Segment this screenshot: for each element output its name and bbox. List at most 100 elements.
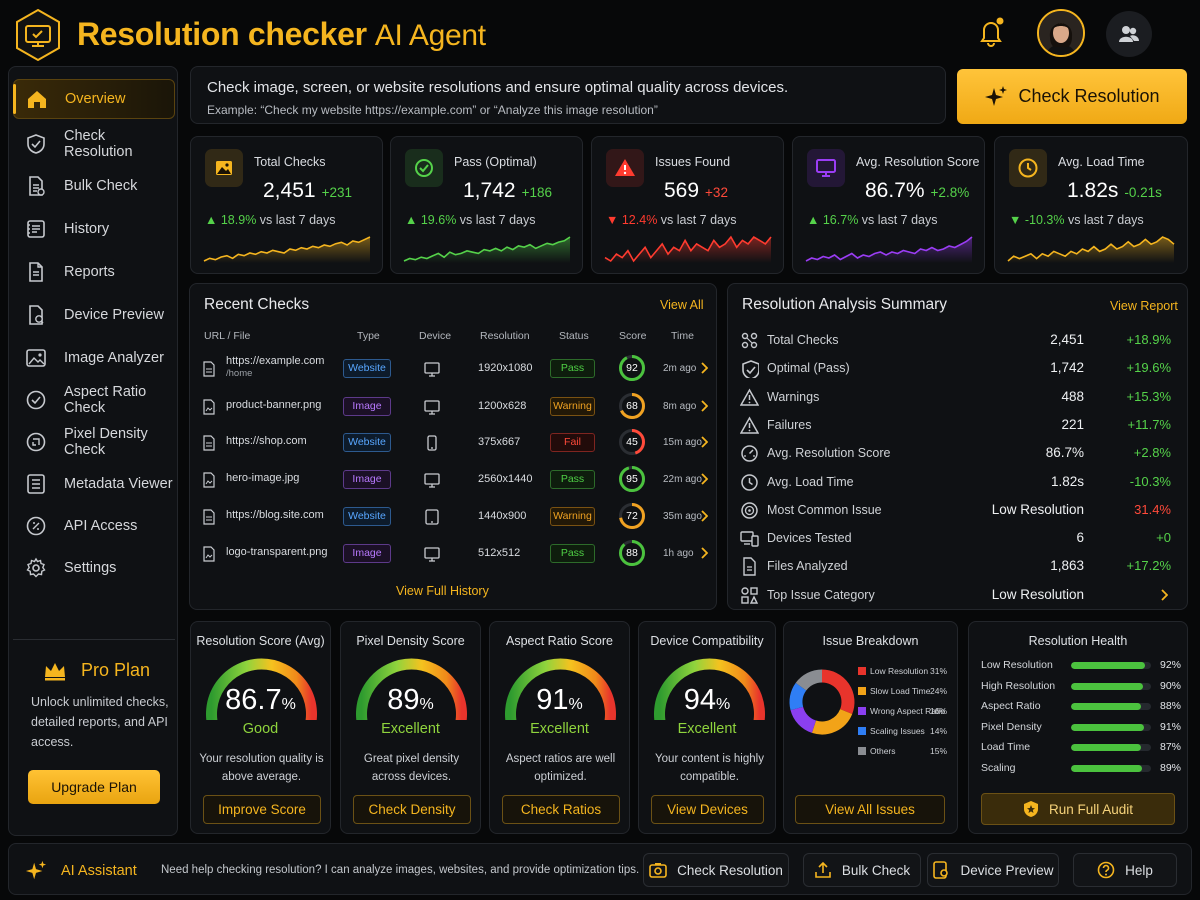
view-all-issues-button[interactable]: View All Issues xyxy=(795,795,945,824)
sidebar-item-check-resolution[interactable]: Check Resolution xyxy=(13,124,175,164)
recent-checks-title: Recent Checks xyxy=(204,296,310,313)
footer-check-resolution-button[interactable]: Check Resolution xyxy=(643,853,789,887)
stat-trend: ▲ 16.7% vs last 7 days xyxy=(807,213,938,227)
row-url[interactable]: https://blog.site.com xyxy=(226,509,324,521)
table-header-device: Device xyxy=(419,330,452,342)
stat-trend-suffix: vs last 7 days xyxy=(1064,213,1144,227)
legend-label: Slow Load Time xyxy=(870,686,931,696)
type-badge: Website xyxy=(343,433,391,452)
summary-value: 221 xyxy=(1061,416,1084,432)
row-url[interactable]: product-banner.png xyxy=(226,399,321,411)
footer-help-button[interactable]: Help xyxy=(1073,853,1177,887)
chevron-right-icon[interactable] xyxy=(700,436,708,448)
metadata-icon xyxy=(27,474,45,494)
sidebar-item-reports[interactable]: Reports xyxy=(13,252,175,292)
row-url[interactable]: logo-transparent.png xyxy=(226,546,328,558)
sidebar-item-metadata-viewer[interactable]: Metadata Viewer xyxy=(13,464,175,504)
sidebar-item-api-access[interactable]: API Access xyxy=(13,506,175,546)
chevron-right-icon[interactable] xyxy=(700,400,708,412)
upload-icon xyxy=(815,861,831,878)
status-badge: Fail xyxy=(550,433,595,452)
users-icon[interactable] xyxy=(1106,11,1152,57)
legend-percent: 24% xyxy=(929,686,947,696)
table-row[interactable]: https://example.com/home Website 1920x1080… xyxy=(190,351,718,387)
sidebar-item-bulk-check[interactable]: Bulk Check xyxy=(13,166,175,206)
sidebar-item-aspect-ratio-check[interactable]: Aspect Ratio Check xyxy=(13,380,175,420)
legend-swatch xyxy=(858,707,866,715)
row-url[interactable]: https://example.com/home xyxy=(226,355,324,379)
issue-legend-item: Others 15% xyxy=(858,746,953,758)
table-row[interactable]: https://shop.com Website 375x667 Fail 45 15m … xyxy=(190,425,718,461)
chevron-right-icon[interactable] xyxy=(700,362,708,374)
donut-slice-slow-load-time xyxy=(811,708,853,735)
row-url[interactable]: hero-image.jpg xyxy=(226,472,299,484)
legend-label: Low Resolution xyxy=(870,666,929,676)
footer-device-preview-button[interactable]: Device Preview xyxy=(927,853,1059,887)
logo-monitor-icon xyxy=(14,8,62,62)
table-header-score: Score xyxy=(619,330,647,342)
chevron-right-icon[interactable] xyxy=(700,510,708,522)
gauge-icon xyxy=(741,445,758,462)
gauge-action-button[interactable]: Check Density xyxy=(353,795,471,824)
footer-bulk-check-button[interactable]: Bulk Check xyxy=(803,853,921,887)
health-row: High Resolution 90% xyxy=(981,679,1181,695)
gauge-action-button[interactable]: Check Ratios xyxy=(502,795,620,824)
health-row: Load Time 87% xyxy=(981,740,1181,756)
check-stat-icon xyxy=(405,149,443,187)
sidebar-item-pixel-density-check[interactable]: Pixel Density Check xyxy=(13,422,175,462)
stat-label: Pass (Optimal) xyxy=(454,155,537,169)
row-url[interactable]: https://shop.com xyxy=(226,435,307,447)
health-row: Low Resolution 92% xyxy=(981,658,1181,674)
notification-bell-icon[interactable] xyxy=(976,16,1006,48)
report-icon xyxy=(29,262,43,282)
arrow-up-icon: ▲ xyxy=(807,213,823,227)
summary-label: Avg. Resolution Score xyxy=(767,446,891,461)
app-subtitle: AI Agent xyxy=(374,19,486,52)
table-row[interactable]: https://blog.site.com Website 1440x900 Warn… xyxy=(190,499,718,535)
table-row[interactable]: hero-image.jpg Image 2560x1440 Pass 95 22m ag… xyxy=(190,462,718,498)
run-full-audit-button[interactable]: Run Full Audit xyxy=(981,793,1175,825)
sidebar-item-overview[interactable]: Overview xyxy=(13,79,175,119)
gauge-arc xyxy=(654,658,765,720)
donut-slice-scaling-issues xyxy=(789,682,807,711)
row-resolution: 1920x1080 xyxy=(478,362,533,374)
sidebar-item-device-preview[interactable]: Device Preview xyxy=(13,295,175,335)
gauge-action-button[interactable]: Improve Score xyxy=(203,795,321,824)
table-row[interactable]: logo-transparent.png Image 512x512 Pass 88 1h… xyxy=(190,536,718,572)
stat-trend: ▲ 19.6% vs last 7 days xyxy=(405,213,536,227)
sidebar-item-settings[interactable]: Settings xyxy=(13,548,175,588)
gauge-value-number: 91 xyxy=(536,684,569,716)
tablet-icon xyxy=(425,509,439,525)
api-icon xyxy=(26,516,46,536)
ai-assistant-bar: AI Assistant Need help checking resoluti… xyxy=(8,843,1192,895)
chevron-right-icon[interactable] xyxy=(700,547,708,559)
desktop-icon xyxy=(424,400,440,415)
health-percent: 88% xyxy=(1159,700,1181,712)
chevron-right-icon[interactable] xyxy=(700,473,708,485)
view-all-link[interactable]: View All xyxy=(660,298,704,312)
run-full-audit-label: Run Full Audit xyxy=(1048,801,1134,817)
gauge-rating: Excellent xyxy=(677,721,737,737)
health-row: Aspect Ratio 88% xyxy=(981,699,1181,715)
health-bar-fill xyxy=(1071,703,1142,710)
user-avatar[interactable] xyxy=(1037,9,1085,57)
stat-value: 86.7% +2.8% xyxy=(865,179,969,203)
gauge-action-button[interactable]: View Devices xyxy=(651,795,764,824)
gauge-value: 91% xyxy=(490,684,629,717)
table-row[interactable]: product-banner.png Image 1200x628 Warning 68… xyxy=(190,389,718,425)
stat-value: 2,451 +231 xyxy=(263,179,352,203)
view-full-history-link[interactable]: View Full History xyxy=(396,584,489,598)
summary-value: 86.7% xyxy=(1045,445,1084,461)
sidebar-item-label: Bulk Check xyxy=(64,178,138,194)
view-report-link[interactable]: View Report xyxy=(1110,299,1178,313)
upgrade-plan-button[interactable]: Upgrade Plan xyxy=(28,770,160,804)
gauge-description: Great pixel density across devices. xyxy=(363,753,460,783)
sidebar-item-image-analyzer[interactable]: Image Analyzer xyxy=(13,338,175,378)
type-badge: Image xyxy=(343,544,391,563)
sidebar-item-history[interactable]: History xyxy=(13,209,175,249)
row-resolution: 512x512 xyxy=(478,547,521,559)
issue-legend-item: Low Resolution 31% xyxy=(858,666,953,678)
chevron-right-icon[interactable] xyxy=(1160,589,1168,601)
check-resolution-button[interactable]: Check Resolution xyxy=(957,69,1187,124)
summary-label: Total Checks xyxy=(767,333,839,347)
